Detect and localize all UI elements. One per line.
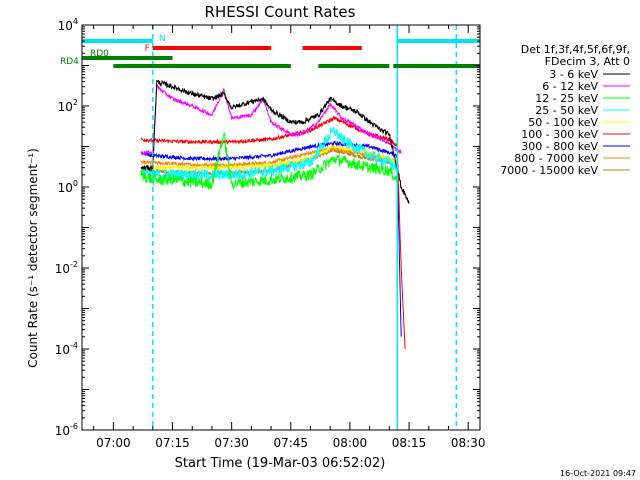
legend-entry-label-8: 7000 - 15000 keV: [500, 164, 598, 177]
flag-label-0: N: [159, 34, 166, 44]
x-tick-label-3: 07:45: [273, 436, 308, 450]
legend-entry-label-5: 100 - 300 keV: [521, 128, 598, 141]
y-tick-label-5: 10-6: [55, 422, 78, 438]
y-tick-label-0: 104: [58, 17, 78, 33]
x-axis-ticks: 07:00 07:15 07:30 07:45 08:00 08:15 08:30: [93, 25, 486, 450]
x-axis-label: Start Time (19-Mar-03 06:52:02): [175, 456, 386, 471]
x-tick-label-1: 07:15: [155, 436, 190, 450]
legend-entry-label-4: 50 - 100 keV: [528, 116, 598, 129]
y-tick-label-1: 102: [58, 98, 78, 114]
y-tick-label-3: 10-2: [55, 260, 78, 276]
legend-header-line-1: FDecim 3, Att 0: [545, 55, 630, 68]
x-tick-label-4: 08:00: [333, 436, 368, 450]
legend-entry-label-7: 800 - 7000 keV: [514, 152, 598, 165]
x-tick-label-6: 08:30: [451, 436, 486, 450]
x-tick-label-2: 07:30: [214, 436, 249, 450]
legend-entry-label-2: 12 - 25 keV: [535, 92, 598, 105]
legend-entry-label-3: 25 - 50 keV: [535, 104, 598, 117]
series-line-0: [140, 79, 410, 204]
legend-entry-label-6: 300 - 800 keV: [521, 140, 598, 153]
flag-label-1: F: [145, 44, 150, 54]
series-line-1: [140, 83, 402, 156]
chart-title: RHESSI Count Rates: [205, 3, 356, 21]
legend-header-line-0: Det 1f,3f,4f,5f,6f,9f,: [521, 43, 630, 56]
footer-timestamp: 16-Oct-2021 09:47: [560, 469, 636, 478]
y-tick-label-2: 100: [58, 179, 78, 195]
series-line-2: [140, 131, 398, 191]
legend-entry-label-0: 3 - 6 keV: [549, 68, 598, 81]
legend-entry-label-1: 6 - 12 keV: [542, 80, 598, 93]
plot-frame: [81, 24, 481, 431]
x-tick-label-5: 08:15: [392, 436, 427, 450]
series-group: [140, 79, 410, 350]
series-line-3: [140, 126, 398, 182]
y-axis-label: Count Rate (s⁻¹ detector segment⁻¹): [26, 148, 40, 368]
y-tick-label-4: 10-4: [55, 341, 78, 357]
flag-bars: NF RD0 RD4: [60, 34, 480, 68]
legend: Det 1f,3f,4f,5f,6f,9f,FDecim 3, Att 03 -…: [500, 43, 630, 177]
flag-label-3: RD4: [60, 57, 79, 67]
vertical-lines: [152, 25, 458, 430]
y-axis-ticks: 104 102 100 10-2 10-4 10-6: [55, 17, 480, 438]
x-tick-label-0: 07:00: [96, 436, 131, 450]
flag-label-2: RD0: [90, 49, 109, 59]
